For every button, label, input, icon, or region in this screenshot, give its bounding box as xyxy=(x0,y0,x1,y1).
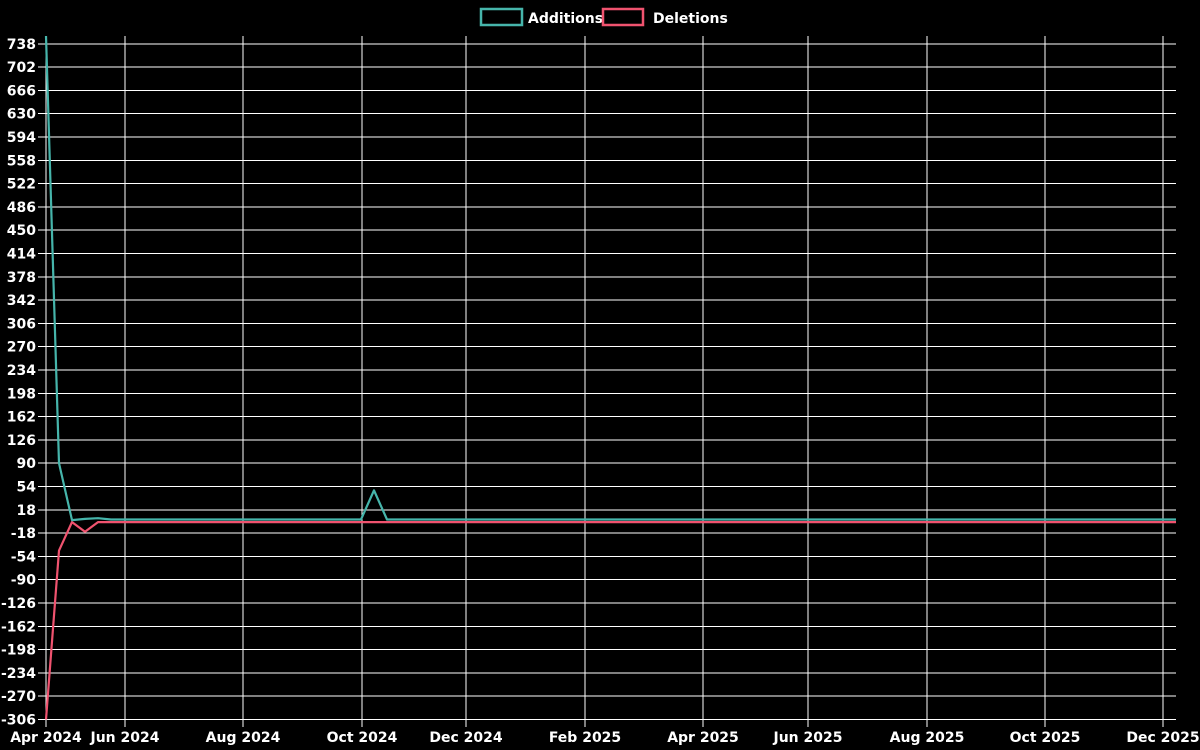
legend-label: Additions xyxy=(528,11,603,27)
y-tick-label: 522 xyxy=(7,177,36,193)
y-tick-label: 54 xyxy=(17,479,37,495)
x-tick-label: Jun 2024 xyxy=(90,730,160,746)
y-tick-label: 342 xyxy=(7,293,36,309)
y-tick-label: 558 xyxy=(7,153,36,169)
x-tick-label: Dec 2024 xyxy=(429,730,503,746)
x-tick-label: Oct 2024 xyxy=(327,730,398,746)
x-tick-label: Aug 2024 xyxy=(206,730,281,746)
y-tick-label: 90 xyxy=(17,456,37,472)
y-tick-label: 306 xyxy=(7,316,36,332)
y-tick-label: -18 xyxy=(11,526,36,542)
deletions-line xyxy=(44,520,1176,720)
y-tick-label: -198 xyxy=(1,643,36,659)
y-tick-label: 630 xyxy=(7,107,36,123)
y-tick-label: 450 xyxy=(7,223,36,239)
legend-swatch-deletions xyxy=(601,7,645,27)
y-tick-label: 18 xyxy=(17,503,36,519)
y-tick-label: -270 xyxy=(1,689,36,705)
y-tick-label: -162 xyxy=(1,619,36,635)
x-tick-label: Feb 2025 xyxy=(549,730,621,746)
x-tick-label: Apr 2025 xyxy=(667,730,739,746)
y-tick-label: 234 xyxy=(7,363,36,379)
y-tick-label: 414 xyxy=(7,246,36,262)
legend-item-deletions[interactable]: Deletions xyxy=(601,7,728,27)
y-tick-label: -234 xyxy=(1,666,36,682)
y-tick-label: 198 xyxy=(7,386,36,402)
y-tick-label: -306 xyxy=(1,713,36,729)
legend-item-additions[interactable]: Additions xyxy=(479,7,603,27)
x-tick-label: Apr 2024 xyxy=(10,730,82,746)
y-tick-label: 270 xyxy=(7,340,36,356)
y-tick-label: 666 xyxy=(7,83,36,99)
x-tick-label: Jun 2025 xyxy=(773,730,843,746)
legend-label: Deletions xyxy=(653,11,728,27)
y-tick-label: 738 xyxy=(7,37,36,53)
x-tick-label: Aug 2025 xyxy=(890,730,965,746)
x-tick-label: Dec 2025 xyxy=(1126,730,1199,746)
y-tick-label: -90 xyxy=(11,573,37,589)
y-tick-label: 702 xyxy=(7,60,36,76)
y-tick-label: 378 xyxy=(7,270,36,286)
additions-line xyxy=(44,35,1176,522)
y-tick-label: -126 xyxy=(1,596,36,612)
y-tick-label: -54 xyxy=(11,549,37,565)
y-tick-label: 162 xyxy=(7,410,36,426)
y-tick-label: 594 xyxy=(7,130,36,146)
y-tick-label: 486 xyxy=(7,200,36,216)
legend-swatch-additions xyxy=(479,7,524,27)
x-tick-label: Oct 2025 xyxy=(1010,730,1081,746)
y-tick-label: 126 xyxy=(7,433,36,449)
